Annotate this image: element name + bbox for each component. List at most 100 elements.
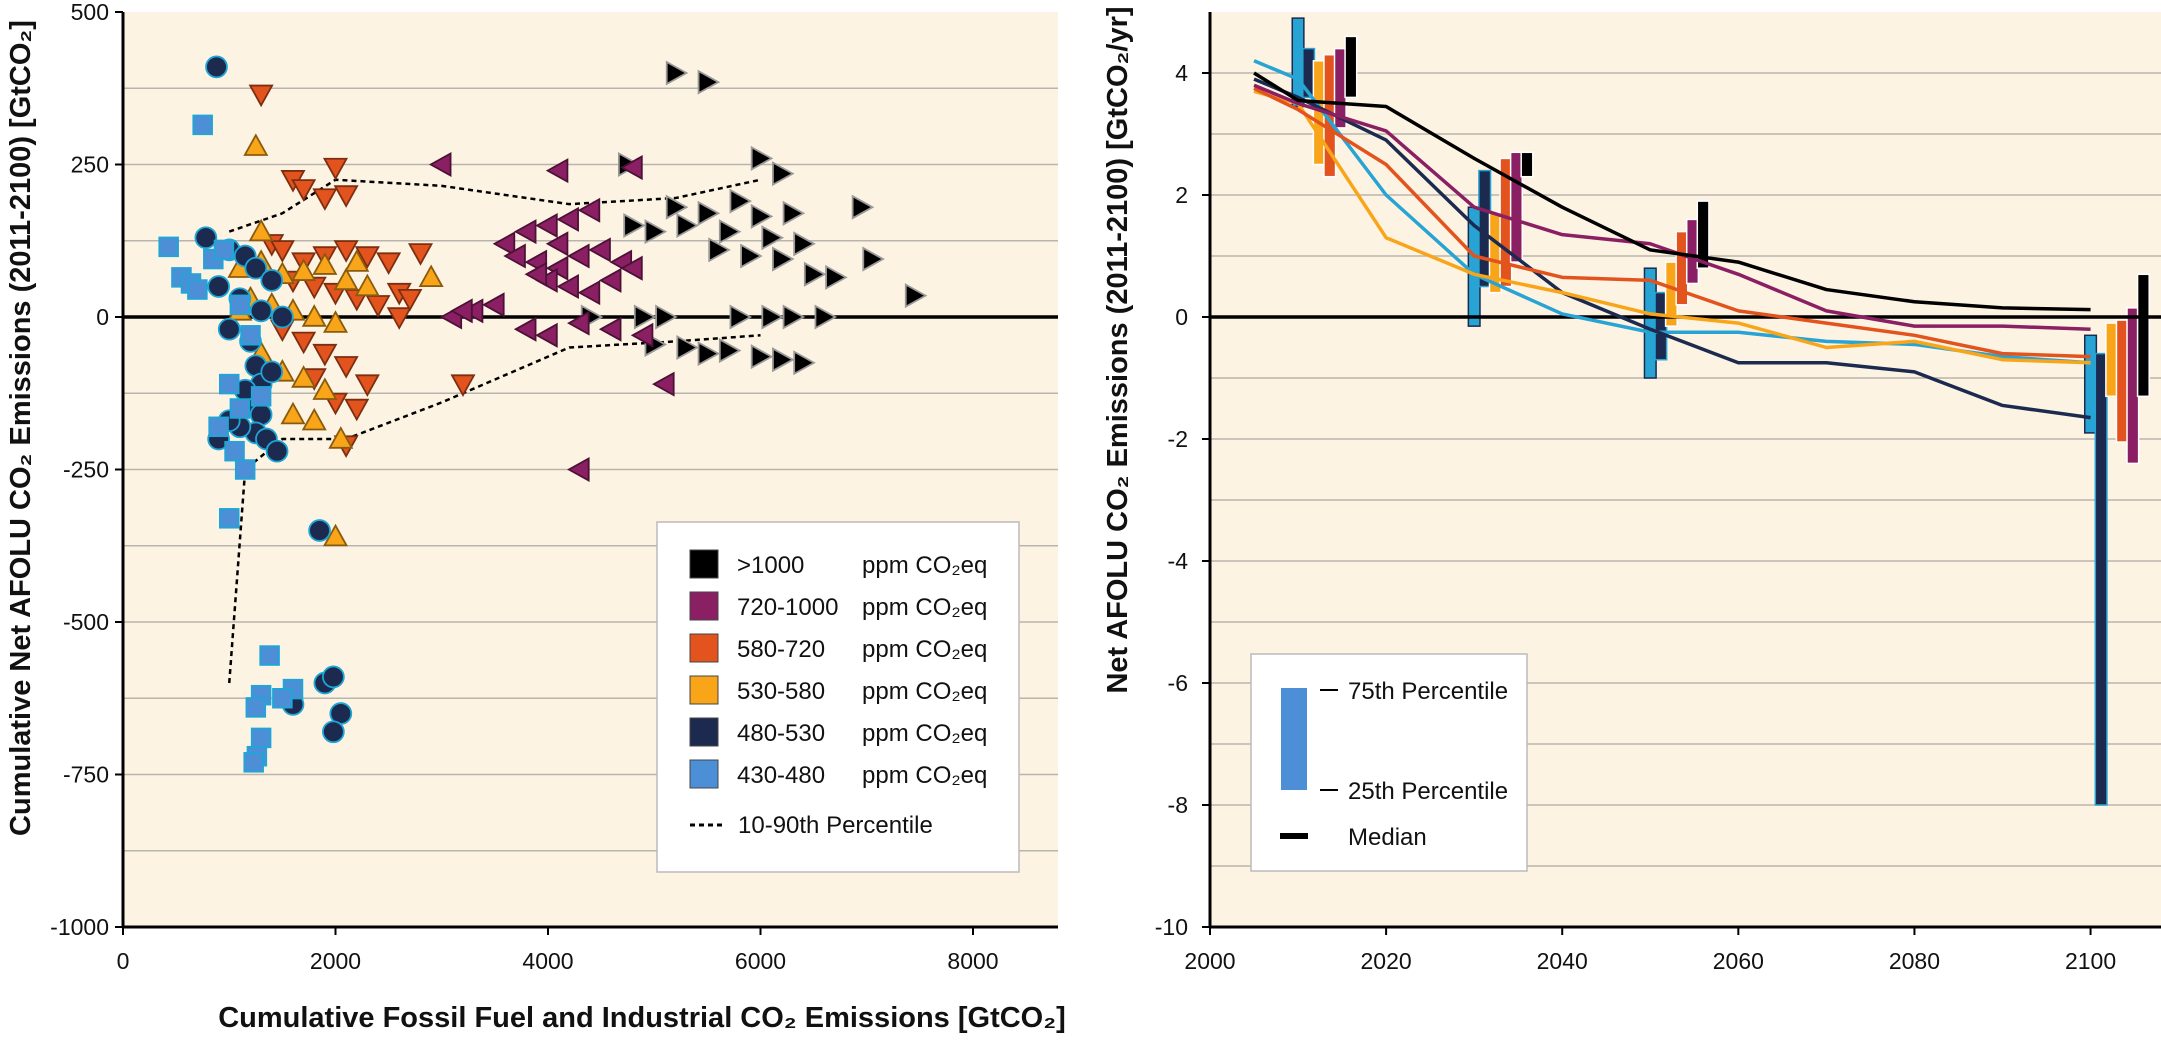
data-point	[761, 304, 784, 330]
scatter-y-tick-label: 0	[96, 304, 109, 330]
timeseries-lines	[1253, 59, 2091, 420]
legend-swatch	[689, 633, 719, 663]
data-point	[291, 258, 317, 281]
data-point	[229, 294, 251, 316]
box-720-1000-2030	[1509, 151, 1523, 263]
data-point	[513, 316, 537, 342]
scatter-y-tick-label: -750	[63, 762, 109, 788]
data-point	[291, 179, 317, 202]
data-point	[665, 194, 689, 220]
data-point	[772, 347, 795, 373]
box--1000-2010	[1344, 35, 1358, 99]
data-point	[158, 236, 179, 258]
data-point	[772, 246, 795, 272]
data-point	[407, 243, 434, 266]
legend-range-label: 530-580	[737, 678, 825, 705]
timeseries-y-tick-label: -6	[1168, 670, 1188, 696]
box-480-530-2100	[2094, 352, 2108, 806]
data-point	[205, 55, 228, 79]
legend-swatch	[689, 717, 719, 747]
data-point	[354, 246, 380, 269]
data-point	[620, 255, 643, 281]
legend-swatch	[689, 675, 719, 705]
data-point	[851, 194, 875, 220]
data-point	[708, 237, 731, 263]
data-point	[545, 158, 569, 184]
data-point	[244, 256, 268, 280]
legend-range-label: 480-530	[737, 720, 825, 747]
data-point	[793, 231, 816, 257]
data-point	[556, 206, 579, 232]
timeseries-x-tick-label: 2080	[1889, 948, 1940, 974]
legend-p25-label: 25th Percentile	[1348, 778, 1508, 805]
timeseries-gridlines	[1210, 72, 2161, 867]
data-point	[697, 200, 721, 226]
data-point	[333, 356, 359, 379]
legend-median-label: Median	[1348, 824, 1427, 851]
legend-swatch	[689, 759, 719, 789]
data-point	[503, 243, 526, 269]
data-point	[344, 249, 370, 272]
data-point	[301, 304, 327, 327]
scatter-legend: >1000 ppm CO₂eq 720-1000 ppm CO₂eq 580-720 pp…	[656, 521, 1020, 873]
data-point	[577, 197, 601, 223]
data-point	[312, 377, 338, 400]
data-point	[308, 519, 331, 542]
data-point	[207, 275, 230, 298]
data-point	[729, 188, 753, 214]
median-line-720-1000	[1253, 83, 2091, 331]
data-point	[697, 341, 721, 367]
data-point	[291, 365, 317, 388]
scatter-points	[158, 55, 928, 773]
timeseries-panel: 420-2-4-6-8-10 2000 2020 2040 2060 2080 2100 …	[1102, 6, 2161, 974]
timeseries-x-tick-label: 2040	[1537, 948, 1588, 974]
data-point	[620, 155, 643, 181]
data-point	[333, 185, 359, 208]
data-point	[354, 273, 380, 297]
data-point	[524, 261, 548, 287]
legend-percentile-label: 10-90th Percentile	[738, 812, 933, 839]
data-point	[697, 69, 721, 95]
data-point	[772, 161, 795, 187]
data-point	[676, 212, 699, 239]
data-point	[740, 243, 763, 269]
data-point	[825, 264, 848, 290]
data-point	[259, 645, 280, 666]
data-point	[665, 60, 689, 86]
data-point	[450, 374, 476, 397]
timeseries-legend: 75th Percentile 25th Percentile Median	[1250, 653, 1528, 872]
data-point	[588, 237, 611, 263]
timeseries-x-tick-label: 2060	[1713, 948, 1764, 974]
timeseries-y-tick-label: -10	[1155, 914, 1188, 940]
data-point	[240, 325, 261, 346]
data-point	[782, 200, 806, 226]
data-point	[312, 343, 338, 367]
timeseries-y-tick-label: 4	[1175, 60, 1188, 86]
scatter-x-tick-label: 2000	[310, 948, 361, 974]
data-point	[729, 304, 753, 330]
scatter-x-tick-label: 0	[117, 948, 130, 974]
median-line--1000	[1253, 71, 2091, 312]
scatter-x-tick-label: 8000	[947, 948, 998, 974]
data-point	[333, 267, 359, 291]
timeseries-x-tick-label: 2000	[1184, 948, 1235, 974]
data-point	[545, 231, 569, 257]
legend-range-label: 580-720	[737, 636, 825, 663]
scatter-panel: 500 250 0 -250 -500 -750 -1000 0 2000 4000 6000 80…	[5, 0, 1066, 1034]
box--1000-2100	[2136, 273, 2150, 398]
timeseries-y-tick-label: -4	[1168, 548, 1189, 574]
series-720-1000	[428, 151, 675, 483]
box--1000-2030	[1520, 151, 1534, 178]
scatter-y-tick-label: 500	[71, 0, 109, 25]
timeseries-x-tick-label: 2020	[1361, 948, 1412, 974]
data-point	[598, 316, 622, 342]
scatter-y-tick-label: -1000	[50, 914, 109, 940]
data-point	[269, 240, 295, 263]
scatter-x-tick-label: 6000	[735, 948, 786, 974]
data-point	[397, 288, 423, 312]
data-point	[814, 304, 838, 330]
data-point	[354, 374, 380, 397]
data-point	[482, 292, 505, 318]
legend-unit-label: ppm CO₂eq	[862, 678, 987, 705]
data-point	[782, 304, 806, 330]
